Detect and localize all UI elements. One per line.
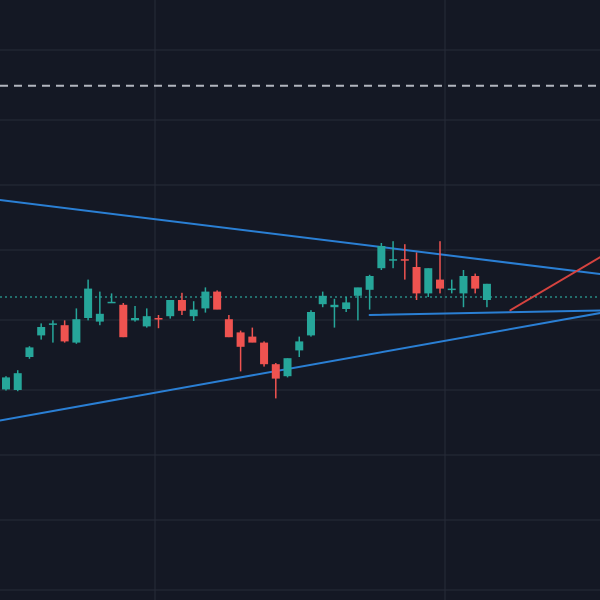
trendline-projection[interactable]: [509, 248, 600, 312]
candle-body[interactable]: [154, 318, 163, 320]
candle-body[interactable]: [2, 377, 10, 390]
candle[interactable]: [283, 358, 292, 378]
trendline-inner[interactable]: [368, 309, 600, 316]
candle[interactable]: [213, 290, 222, 310]
candle[interactable]: [177, 292, 186, 315]
candle-body[interactable]: [447, 288, 456, 291]
candle-body[interactable]: [37, 327, 46, 336]
candle-body[interactable]: [166, 300, 175, 317]
candle-body[interactable]: [424, 268, 433, 294]
candle-body[interactable]: [224, 319, 233, 338]
candle[interactable]: [318, 291, 327, 308]
candle[interactable]: [412, 252, 421, 300]
candle-body[interactable]: [471, 276, 480, 289]
candle[interactable]: [60, 320, 69, 343]
candle-body[interactable]: [342, 302, 351, 309]
candle-body[interactable]: [177, 300, 186, 311]
candle-body[interactable]: [248, 336, 257, 343]
candle-body[interactable]: [353, 287, 362, 296]
candle[interactable]: [131, 306, 140, 322]
candle[interactable]: [2, 376, 10, 391]
candle-body[interactable]: [72, 319, 81, 343]
candle[interactable]: [48, 320, 57, 343]
candle[interactable]: [189, 301, 198, 321]
candle[interactable]: [72, 308, 81, 344]
candle[interactable]: [365, 274, 374, 310]
candle[interactable]: [248, 327, 257, 343]
candle[interactable]: [295, 336, 304, 357]
candle[interactable]: [260, 341, 269, 367]
candle-body[interactable]: [295, 341, 304, 351]
candle-body[interactable]: [271, 364, 280, 379]
candle-body[interactable]: [412, 267, 421, 294]
candle[interactable]: [306, 310, 315, 337]
candle-body[interactable]: [142, 316, 151, 327]
candle-body[interactable]: [389, 259, 398, 261]
candle[interactable]: [471, 273, 480, 294]
candle-body[interactable]: [306, 312, 315, 336]
candle[interactable]: [330, 298, 339, 328]
candle-body[interactable]: [236, 332, 245, 347]
candle[interactable]: [459, 270, 468, 308]
candle-body[interactable]: [13, 373, 22, 390]
candle[interactable]: [84, 279, 93, 321]
candle[interactable]: [201, 287, 210, 313]
candle-body[interactable]: [459, 276, 468, 294]
candle[interactable]: [25, 346, 34, 359]
candle[interactable]: [224, 315, 233, 338]
candle[interactable]: [342, 297, 351, 312]
candle-body[interactable]: [365, 276, 374, 290]
candle[interactable]: [154, 315, 163, 329]
candle-body[interactable]: [400, 259, 409, 261]
candle[interactable]: [377, 243, 386, 270]
candle[interactable]: [400, 244, 409, 280]
candle-body[interactable]: [318, 295, 327, 305]
candle-body[interactable]: [107, 301, 116, 304]
candle-body[interactable]: [436, 279, 445, 289]
candle-body[interactable]: [131, 318, 140, 321]
candle[interactable]: [482, 283, 491, 308]
candle[interactable]: [353, 287, 362, 321]
candle[interactable]: [436, 241, 445, 294]
candle[interactable]: [271, 363, 280, 399]
candle[interactable]: [166, 300, 175, 319]
candle[interactable]: [119, 303, 128, 338]
candle[interactable]: [95, 291, 104, 326]
candle-body[interactable]: [377, 246, 386, 269]
candle[interactable]: [424, 268, 433, 297]
candle[interactable]: [142, 308, 151, 328]
candle-body[interactable]: [25, 347, 34, 357]
candle-body[interactable]: [95, 313, 104, 322]
candle[interactable]: [236, 330, 245, 372]
candle[interactable]: [107, 293, 116, 304]
candle-body[interactable]: [60, 325, 69, 342]
candle-body[interactable]: [330, 304, 339, 308]
candle-body[interactable]: [119, 304, 128, 338]
candle-body[interactable]: [84, 288, 93, 318]
candle[interactable]: [389, 241, 398, 269]
trendline-upper[interactable]: [0, 195, 600, 276]
candle[interactable]: [447, 279, 456, 294]
candle-body[interactable]: [48, 323, 57, 325]
candle-body[interactable]: [260, 342, 269, 365]
candles[interactable]: [2, 241, 491, 399]
candle[interactable]: [13, 370, 22, 392]
candle-body[interactable]: [283, 358, 292, 377]
candle[interactable]: [37, 323, 46, 340]
candle-body[interactable]: [201, 291, 210, 309]
candle-body[interactable]: [189, 309, 198, 317]
candle-body[interactable]: [482, 283, 491, 300]
candle-body[interactable]: [213, 291, 222, 310]
